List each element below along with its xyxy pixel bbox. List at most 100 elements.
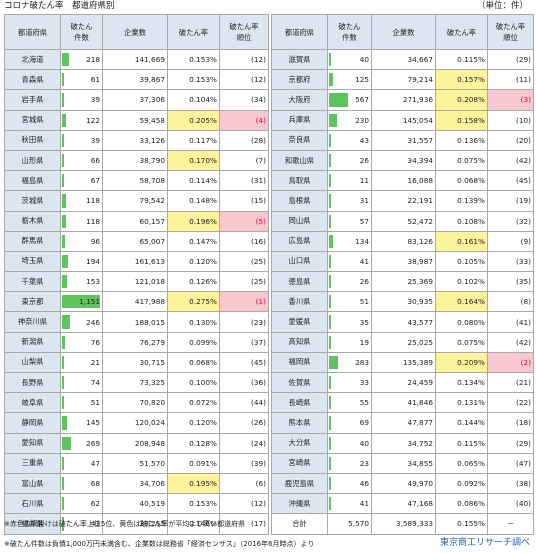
rank-cell: (18) (487, 412, 534, 434)
count-value: 26 (359, 156, 369, 166)
rank-cell: (11) (487, 69, 534, 91)
table-row: 北海道 218 141,669 0.153% (12) (4, 48, 269, 71)
rank-cell: (8) (487, 291, 534, 313)
header-count-line2: 件数 (342, 33, 357, 42)
companies-cell: 188,015 (102, 311, 168, 333)
prefecture-cell: 神奈川県 (4, 311, 61, 333)
header-count: 破たん 件数 (327, 14, 372, 50)
rank-cell: (25) (219, 271, 269, 293)
companies-cell: 145,054 (371, 109, 436, 131)
prefecture-cell: 秋田県 (4, 129, 61, 151)
rank-cell: (40) (487, 493, 534, 515)
rank-cell: (3) (487, 89, 534, 111)
prefecture-cell: 岩手県 (4, 89, 61, 111)
count-bar (329, 113, 337, 127)
count-value: 23 (359, 458, 369, 468)
count-bar (329, 194, 331, 208)
table-row: 神奈川県 246 188,015 0.130% (23) (4, 311, 269, 333)
count-cell: 230 (327, 109, 372, 131)
companies-cell: 59,458 (102, 109, 168, 131)
count-value: 74 (90, 378, 100, 388)
count-cell: 153 (60, 271, 103, 293)
companies-cell: 58,708 (102, 170, 168, 192)
count-cell: 40 (327, 432, 372, 454)
table-row: 香川県 51 30,935 0.164% (8) (271, 291, 534, 313)
table-row: 鹿児島県 46 49,970 0.092% (38) (271, 472, 534, 495)
header-rank-line1: 破たん率 (229, 22, 259, 31)
table-row: 沖縄県 41 47,168 0.086% (40) (271, 493, 534, 515)
count-value: 40 (359, 55, 369, 65)
companies-cell: 25,369 (371, 271, 436, 293)
count-cell: 26 (327, 149, 372, 172)
count-cell: 125 (327, 69, 372, 91)
companies-cell: 34,394 (371, 149, 436, 172)
prefecture-cell: 大分県 (271, 432, 328, 454)
companies-cell: 33,126 (102, 129, 168, 151)
rate-cell: 0.195% (167, 472, 220, 495)
count-bar (329, 254, 331, 269)
header-prefecture: 都道府県 (4, 14, 61, 50)
count-bar (62, 113, 67, 127)
rate-cell: 0.114% (167, 170, 220, 192)
prefecture-cell: 岐阜県 (4, 392, 61, 414)
table-row: 岩手県 39 37,306 0.104% (34) (4, 89, 269, 111)
count-bar (62, 436, 71, 450)
count-bar (329, 174, 331, 188)
table-row: 徳島県 26 25,369 0.102% (35) (271, 271, 534, 293)
count-value: 21 (90, 357, 100, 367)
prefecture-cell: 三重県 (4, 452, 61, 474)
prefecture-cell: 富山県 (4, 472, 61, 495)
rate-cell: 0.153% (167, 48, 220, 71)
count-cell: 51 (327, 291, 372, 313)
prefecture-cell: 福島県 (4, 170, 61, 192)
companies-cell: 29,255 (102, 513, 168, 535)
table-row: 奈良県 43 31,557 0.136% (20) (271, 129, 534, 151)
count-bar (329, 456, 331, 470)
count-value: 39 (90, 95, 100, 105)
total-rank: － (487, 513, 534, 535)
count-value: 57 (359, 216, 369, 226)
count-bar (329, 436, 331, 450)
rank-cell: (2) (487, 351, 534, 374)
prefecture-cell: 長崎県 (271, 392, 328, 414)
table-row: 滋賀県 40 34,667 0.115% (29) (271, 48, 534, 71)
companies-cell: 16,088 (371, 170, 436, 192)
rate-cell: 0.065% (435, 452, 488, 474)
rank-cell: (28) (219, 129, 269, 151)
prefecture-cell: 奈良県 (271, 129, 328, 151)
table-row: 高知県 19 25,025 0.075% (42) (271, 331, 534, 353)
count-value: 47 (90, 458, 100, 468)
table-row: 和歌山県 26 34,394 0.075% (42) (271, 149, 534, 172)
prefecture-cell: 愛媛県 (271, 311, 328, 333)
rate-cell: 0.148% (167, 190, 220, 212)
prefecture-cell: 島根県 (271, 190, 328, 212)
count-cell: 57 (327, 210, 372, 232)
prefecture-cell: 滋賀県 (271, 48, 328, 71)
prefecture-table-right: 都道府県 破たん 件数 企業数 破たん率 破たん率 順位 滋賀県 40 34,667 0.… (271, 14, 534, 535)
rate-cell: 0.075% (435, 331, 488, 353)
count-cell: 122 (60, 109, 103, 131)
count-value: 43 (359, 135, 369, 145)
prefecture-cell: 山梨県 (4, 351, 61, 374)
rate-cell: 0.120% (167, 250, 220, 273)
count-cell: 283 (327, 351, 372, 374)
companies-cell: 37,306 (102, 89, 168, 111)
count-bar (329, 93, 348, 107)
count-cell: 39 (60, 129, 103, 151)
companies-cell: 24,459 (371, 371, 436, 394)
count-value: 35 (359, 317, 369, 327)
table-row: 愛知県 269 208,948 0.128% (24) (4, 432, 269, 454)
table-row: 石川県 62 40,519 0.153% (12) (4, 493, 269, 515)
count-bar (62, 396, 64, 410)
count-cell: 21 (60, 351, 103, 374)
count-cell: 41 (327, 493, 372, 515)
table-row: 大分県 40 34,752 0.115% (29) (271, 432, 534, 454)
count-value: 51 (359, 297, 369, 307)
prefecture-cell: 岡山県 (271, 210, 328, 232)
count-value: 230 (355, 115, 369, 125)
table-row: 長崎県 55 41,846 0.131% (22) (271, 392, 534, 414)
header-count-line2: 件数 (74, 33, 89, 42)
table-row: 愛媛県 35 43,577 0.080% (41) (271, 311, 534, 333)
count-bar (329, 214, 331, 228)
table-row: 群馬県 96 65,007 0.147% (16) (4, 230, 269, 252)
